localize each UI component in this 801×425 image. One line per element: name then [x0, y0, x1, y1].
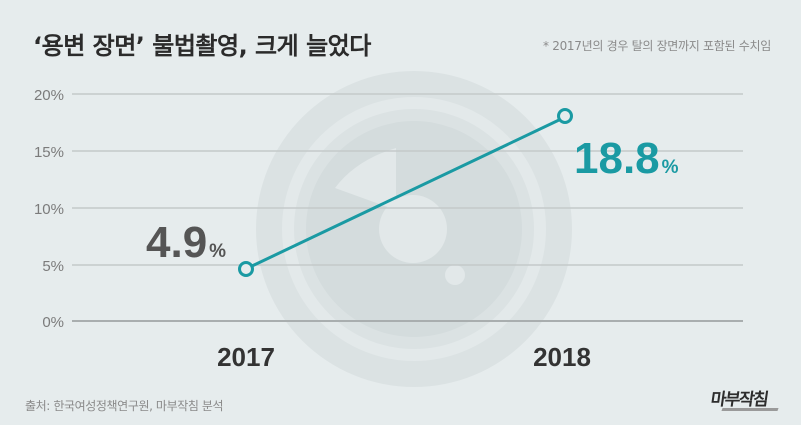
chart-title: ‘용변 장면’ 불법촬영, 크게 늘었다	[33, 32, 371, 60]
x-tick-2017: 2017	[217, 342, 275, 372]
y-axis: 20% 15% 10% 5% 0%	[34, 87, 64, 331]
brand-logo: 마부작침	[709, 390, 769, 410]
x-axis: 2017 2018	[217, 342, 591, 372]
y-tick-5: 5%	[42, 258, 64, 275]
source-text: 출처: 한국여성정책연구원, 마부작침 분석	[25, 399, 224, 413]
footnote: * 2017년의 경우 탈의 장면까지 포함된 수치임	[543, 39, 771, 53]
data-label-2018: 18.8%	[574, 134, 679, 183]
camera-watermark-icon	[256, 71, 572, 387]
x-tick-2018: 2018	[533, 342, 591, 372]
logo-underline	[721, 408, 779, 411]
y-tick-10: 10%	[34, 201, 64, 218]
data-point-2018	[557, 108, 573, 124]
data-label-2017: 4.9%	[146, 218, 226, 267]
y-tick-0: 0%	[42, 314, 64, 331]
data-point-2017	[238, 261, 254, 277]
y-tick-20: 20%	[34, 87, 64, 104]
y-tick-15: 15%	[34, 144, 64, 161]
data-series	[238, 108, 573, 277]
gridlines	[72, 93, 743, 322]
